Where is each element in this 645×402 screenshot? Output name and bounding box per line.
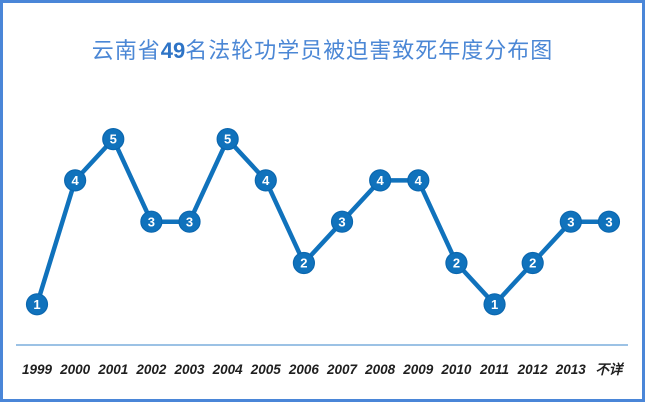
data-point-value: 2 bbox=[453, 256, 460, 271]
x-axis-label: 2001 bbox=[97, 362, 128, 377]
data-point-marker bbox=[407, 169, 430, 192]
data-point-value: 5 bbox=[110, 132, 117, 147]
data-point-value: 4 bbox=[72, 173, 80, 188]
data-point-value: 3 bbox=[567, 214, 574, 229]
x-axis-label: 2013 bbox=[555, 362, 587, 377]
x-axis-label: 2007 bbox=[326, 362, 359, 377]
chart-title-suffix: 名法轮功学员被迫害致死年度分布图 bbox=[185, 38, 554, 63]
x-axis-label: 2004 bbox=[212, 362, 244, 377]
data-point-value: 1 bbox=[33, 297, 40, 312]
data-point-marker bbox=[559, 210, 582, 233]
data-point-marker bbox=[483, 293, 506, 316]
data-point-marker bbox=[25, 293, 49, 316]
data-point-value: 1 bbox=[491, 297, 498, 312]
data-point-marker bbox=[445, 251, 468, 275]
data-point-marker bbox=[330, 210, 354, 233]
x-axis-label: 不详 bbox=[595, 362, 624, 377]
data-point-value: 3 bbox=[186, 214, 193, 229]
chart-title-number: 49 bbox=[160, 38, 186, 63]
data-point-marker bbox=[178, 210, 201, 233]
data-line bbox=[34, 136, 612, 307]
x-axis-label: 2008 bbox=[364, 362, 396, 377]
data-point-value: 4 bbox=[415, 173, 423, 188]
x-axis-label: 2012 bbox=[517, 362, 549, 377]
data-point-value: 3 bbox=[148, 214, 155, 229]
data-point-value: 3 bbox=[605, 214, 612, 229]
data-point-marker bbox=[597, 210, 621, 233]
data-point-marker bbox=[369, 169, 392, 192]
x-axis-label: 2000 bbox=[59, 362, 91, 377]
x-axis-label: 2005 bbox=[250, 362, 282, 377]
chart-title: 云南省49名法轮功学员被迫害致死年度分布图 bbox=[3, 33, 642, 65]
data-point-value: 2 bbox=[529, 256, 536, 271]
chart-title-prefix: 云南省 bbox=[91, 38, 161, 63]
data-point-marker bbox=[254, 169, 277, 192]
data-point-value: 5 bbox=[224, 132, 231, 147]
data-point-marker bbox=[216, 128, 239, 151]
data-point-value: 3 bbox=[338, 214, 345, 229]
x-axis-label: 2002 bbox=[135, 362, 167, 377]
x-axis-label: 2006 bbox=[288, 362, 320, 377]
data-point-marker bbox=[64, 169, 87, 192]
data-point-marker bbox=[292, 251, 316, 275]
data-point-value: 4 bbox=[262, 173, 270, 188]
data-point-value: 2 bbox=[300, 256, 307, 271]
data-point-marker bbox=[521, 251, 544, 275]
x-axis-label: 2010 bbox=[440, 362, 472, 377]
x-axis-label: 1999 bbox=[22, 362, 53, 377]
data-point-value: 4 bbox=[377, 173, 385, 188]
x-axis-label: 2011 bbox=[479, 362, 509, 377]
x-axis-label: 2009 bbox=[402, 362, 434, 377]
data-point-marker bbox=[140, 210, 163, 233]
data-point-marker bbox=[102, 128, 125, 151]
x-axis-label: 2003 bbox=[173, 362, 205, 377]
